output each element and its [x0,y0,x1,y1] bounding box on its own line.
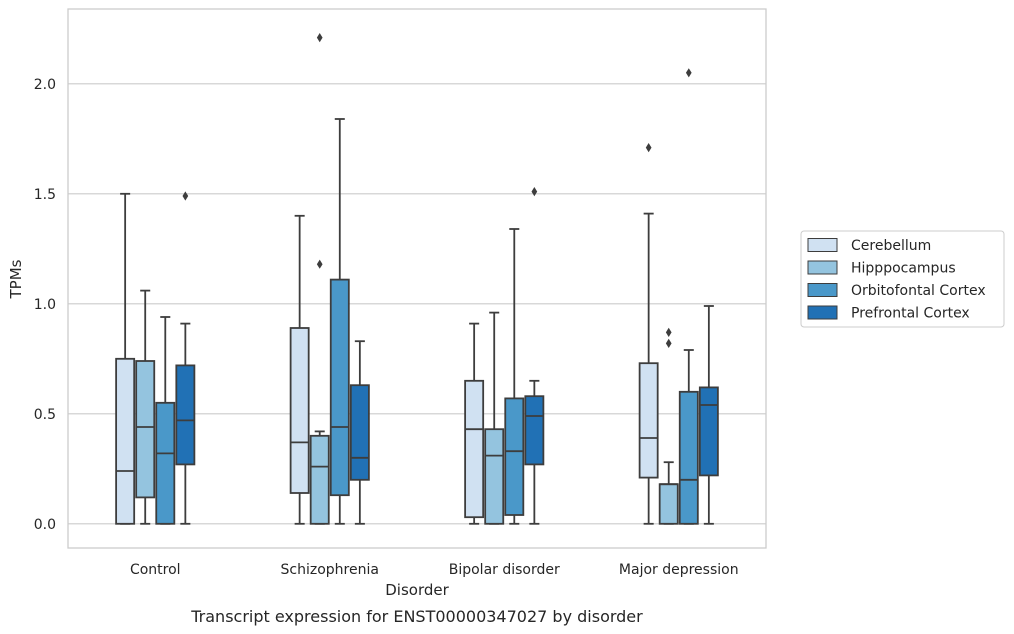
box [698,386,719,477]
outlier-point [645,143,652,153]
y-tick-label: 1.0 [34,297,56,313]
outlier-point [531,187,538,197]
box [678,390,699,525]
box [115,357,136,525]
legend-label: Prefrontal Cortex [851,306,970,322]
x-tick-label: Schizophrenia [281,562,379,578]
chart-caption: Transcript expression for ENST0000034702… [190,607,643,626]
box [658,483,679,525]
box [175,364,196,466]
box-group [329,118,350,525]
legend-swatch [807,283,838,297]
legend-label: Hipppocampus [851,261,956,277]
x-tick-label: Major depression [619,562,739,578]
y-tick-label: 0.0 [34,517,56,533]
box [155,401,176,525]
legend-label: Orbitofontal Cortex [851,283,986,299]
box-group [289,214,310,525]
x-tick-labels: Control Schizophrenia Bipolar disorder Majo… [130,562,739,578]
outlier-point [685,68,692,78]
x-tick-label: Bipolar disorder [449,562,560,578]
legend-frame [800,230,1005,328]
legend-label: Cerebellum [851,238,931,254]
box-group [504,228,525,525]
box-group [175,191,196,525]
box-group [678,68,699,525]
box-group [638,143,659,525]
y-tick-labels: 0.0 0.5 1.0 1.5 2.0 [34,77,56,533]
box-group [524,187,545,525]
legend-items: Cerebellum Hipppocampus Orbitofontal Corte… [807,238,986,322]
y-tick-label: 2.0 [34,77,56,93]
outlier-point [665,327,672,337]
y-tick-label: 1.5 [34,187,56,203]
box [524,395,545,466]
box [638,362,659,479]
legend-swatch [807,305,838,320]
box-group [135,289,156,525]
legend-swatch [807,260,838,275]
box-group [698,305,719,525]
box-group [155,316,176,525]
y-tick-label: 0.5 [34,407,56,423]
box-group [484,311,505,525]
outlier-point [665,338,672,348]
plot-frame [67,8,767,549]
outlier-point [182,191,189,201]
outlier-point [316,33,323,43]
box-group [115,192,136,525]
y-axis-label: TPMs [7,259,25,299]
box-group [349,340,370,525]
x-tick-label: Control [130,562,181,578]
box [504,397,525,516]
x-axis-label: Disorder [385,581,449,599]
box [289,327,310,494]
box [135,360,156,499]
box [309,434,330,525]
box [484,428,505,525]
box-group [658,327,679,525]
outlier-point [316,259,323,269]
box [349,384,370,481]
box-group [464,322,485,525]
box-group [309,33,330,525]
box [464,379,485,519]
legend: Cerebellum Hipppocampus Orbitofontal Corte… [800,230,1005,328]
box-groups [115,33,719,525]
box [329,278,350,497]
legend-swatch [807,238,838,252]
